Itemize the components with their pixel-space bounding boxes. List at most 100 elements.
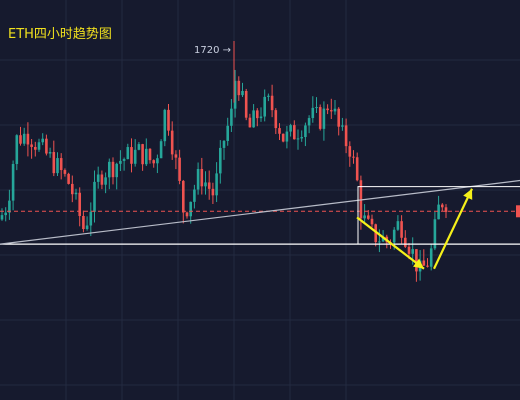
candle-body [22, 133, 26, 144]
candle-47 [174, 150, 178, 170]
candle-3 [11, 160, 15, 211]
candle-body [56, 158, 59, 174]
candle-46 [170, 121, 174, 160]
candle-8 [30, 138, 33, 159]
candle-77 [285, 125, 289, 149]
candle-27 [100, 170, 104, 190]
candle-69 [256, 108, 259, 127]
candle-58 [215, 162, 218, 203]
candle-7 [26, 122, 30, 157]
candle-body [226, 125, 229, 141]
candle-118 [437, 195, 440, 220]
candle-body [137, 144, 141, 150]
candle-22 [82, 210, 85, 233]
candle-108 [400, 215, 403, 244]
candle-21 [78, 187, 81, 227]
candle-body [133, 149, 137, 164]
candle-41 [152, 159, 155, 168]
candle-99 [367, 210, 370, 220]
candle-body [104, 177, 107, 185]
candle-body [4, 212, 7, 216]
candle-body [230, 108, 233, 126]
candle-body [411, 249, 414, 254]
candle-92 [341, 117, 344, 131]
candle-38 [141, 143, 144, 171]
candle-body [74, 192, 78, 195]
candle-body [0, 215, 4, 220]
candle-51 [189, 201, 192, 224]
candle-96 [355, 152, 359, 182]
candle-120 [444, 204, 448, 219]
candle-body [441, 204, 444, 208]
candle-body [222, 140, 226, 148]
candle-body [233, 80, 237, 109]
candle-4 [15, 134, 19, 171]
candle-31 [115, 162, 118, 190]
candle-34 [126, 143, 130, 160]
candle-5 [19, 126, 22, 146]
candle-body [296, 138, 300, 140]
candle-body [37, 142, 41, 150]
candle-body [374, 224, 377, 243]
candle-body [211, 188, 215, 196]
candle-78 [289, 123, 292, 137]
candle-body [330, 110, 333, 112]
candle-body [300, 137, 303, 139]
candle-102 [378, 229, 381, 253]
candle-body [15, 135, 19, 164]
candle-body [156, 158, 159, 164]
candle-body [422, 260, 426, 266]
candle-70 [259, 107, 263, 122]
candle-body [367, 215, 370, 219]
candle-body [444, 207, 448, 212]
candle-88 [326, 104, 329, 115]
candle-body [289, 125, 292, 132]
candle-19 [71, 175, 74, 203]
candle-body [341, 125, 344, 127]
candle-50 [185, 211, 189, 219]
candle-95 [352, 150, 355, 164]
candles [0, 41, 448, 282]
candle-18 [67, 172, 70, 185]
price-marker [516, 205, 520, 218]
candle-body [122, 159, 126, 161]
candle-61 [226, 117, 229, 146]
candle-body [285, 131, 289, 142]
candle-body [63, 170, 67, 174]
candle-body [381, 236, 385, 242]
candle-body [115, 163, 118, 178]
up-arrow [433, 188, 473, 270]
candle-body [193, 189, 196, 202]
candle-64 [237, 76, 241, 101]
candle-body [359, 180, 363, 219]
range-box [357, 186, 520, 245]
candle-body [315, 107, 318, 109]
candle-body [189, 201, 192, 217]
candle-89 [330, 98, 333, 120]
candle-16 [59, 153, 63, 180]
candle-80 [296, 129, 300, 150]
candle-66 [244, 88, 248, 121]
candle-body [93, 181, 96, 212]
candle-body [259, 116, 263, 119]
candle-body [207, 182, 211, 189]
candle-10 [37, 138, 41, 152]
candle-25 [93, 170, 96, 223]
candle-body [392, 229, 396, 243]
candle-29 [108, 158, 111, 190]
candle-79 [293, 120, 296, 140]
candle-86 [318, 104, 322, 131]
candle-24 [89, 202, 93, 237]
candle-60 [222, 140, 226, 160]
candle-43 [159, 139, 163, 159]
candle-82 [304, 122, 307, 147]
peak-label: 1720 → [194, 45, 232, 56]
candle-49 [182, 179, 185, 224]
candle-13 [48, 147, 52, 158]
candle-57 [211, 182, 215, 204]
candle-81 [300, 130, 303, 142]
candle-body [241, 91, 244, 96]
candle-body [429, 248, 433, 267]
